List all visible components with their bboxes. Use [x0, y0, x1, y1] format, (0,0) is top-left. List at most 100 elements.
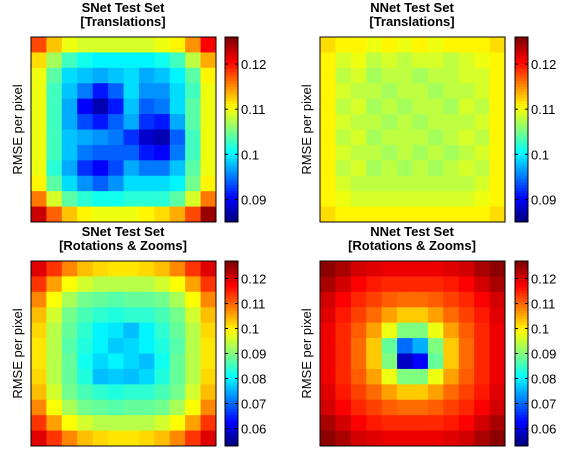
heatmap-cell [138, 114, 155, 130]
colorbar-segment [225, 341, 238, 346]
colorbar-segment [515, 272, 528, 276]
heatmap-cell [489, 261, 506, 277]
colorbar-segment [225, 315, 238, 320]
heatmap-cell [443, 52, 460, 69]
colorbar-segment [225, 146, 238, 151]
heatmap-cell [335, 52, 352, 69]
heatmap-cell [200, 307, 217, 324]
heatmap-cell [61, 415, 78, 431]
heatmap-cell [397, 98, 413, 115]
heatmap-cell [335, 430, 352, 447]
heatmap-cell [123, 98, 140, 115]
colorbar-segment [515, 359, 528, 363]
colorbar-segment [225, 115, 238, 119]
heatmap-cell [92, 129, 109, 146]
colorbar-segment [515, 37, 528, 41]
heatmap-cell [77, 322, 94, 339]
colorbar-segment [225, 422, 238, 427]
heatmap-cell [335, 399, 352, 416]
heatmap-cell [458, 353, 475, 370]
heatmap-cell [366, 98, 383, 115]
heatmap-cell [412, 144, 429, 161]
heatmap-cell [138, 206, 155, 223]
panel-title-line-1: SNet Test Set [82, 0, 166, 15]
heatmap-cell [350, 129, 367, 146]
heatmap-cell [123, 415, 140, 431]
colorbar-segment [225, 193, 238, 197]
heatmap-cell [489, 368, 506, 385]
heatmap-cell [92, 415, 109, 431]
heatmap-cell [123, 322, 140, 339]
heatmap-cell [185, 37, 201, 53]
heatmap-cell [61, 67, 78, 84]
heatmap-cell [108, 98, 124, 115]
colorbar-segment [225, 57, 238, 61]
heatmap-cell [366, 160, 383, 177]
heatmap-cell [31, 353, 47, 370]
colorbar-segment [225, 434, 238, 438]
heatmap-cell [61, 191, 78, 207]
heatmap-cell [381, 175, 398, 192]
colorbar-segment [225, 365, 238, 369]
heatmap-cell [489, 206, 506, 223]
heatmap-cell [200, 415, 217, 431]
heatmap-cell [443, 67, 460, 84]
heatmap-cell [200, 430, 217, 447]
heatmap-cell [31, 368, 47, 385]
colorbar-segment [515, 54, 528, 58]
heatmap-cell [412, 206, 429, 223]
heatmap-cell [61, 52, 78, 69]
colorbar-segment [225, 74, 238, 78]
heatmap-cell [185, 338, 201, 354]
colorbar-segment [225, 261, 238, 265]
heatmap-cell [46, 175, 63, 192]
heatmap-cell [123, 144, 140, 161]
heatmap-cell [108, 114, 124, 130]
heatmap-cell [320, 291, 336, 308]
heatmap-cell [489, 353, 506, 370]
heatmap-cell [108, 430, 124, 447]
colorbar-segment [515, 385, 528, 389]
heatmap-cell [412, 307, 429, 324]
colorbar-segment [515, 266, 528, 271]
colorbar-frame [514, 36, 529, 223]
colorbar-segment [225, 184, 238, 188]
heatmap-cell [77, 353, 94, 370]
heatmap-cell [458, 276, 475, 293]
heatmap-cell [458, 206, 475, 223]
heatmap-cell [320, 144, 336, 161]
heatmap-cell [443, 144, 460, 161]
colorbar-segment [515, 120, 528, 125]
heatmap-cell [31, 338, 47, 354]
heatmap-cell [92, 114, 109, 130]
colorbar-segment [225, 443, 238, 447]
heatmap-cell [200, 144, 217, 161]
heatmap-cell [138, 83, 155, 100]
heatmap-cell [108, 384, 124, 401]
heatmap-cell [185, 291, 201, 308]
heatmap-cell [123, 338, 140, 354]
heatmap-cell [138, 338, 155, 354]
heatmap-cell [489, 83, 506, 100]
heatmap-cell [335, 83, 352, 100]
heatmap-cell [489, 307, 506, 324]
heatmap-cell [489, 160, 506, 177]
heatmap-cell [412, 83, 429, 100]
heatmap-cell [335, 415, 352, 431]
heatmap-cell [154, 67, 171, 84]
heatmap-cell [77, 67, 94, 84]
colorbar-segment [225, 80, 238, 84]
heatmap-cell [108, 368, 124, 385]
heatmap-cell [381, 52, 398, 69]
colorbar-segment [515, 367, 528, 372]
colorbar-segment [225, 350, 238, 354]
heatmap-cell [474, 52, 490, 69]
heatmap-cell [123, 175, 140, 192]
heatmap-cell [108, 67, 124, 84]
heatmap-cell [474, 83, 490, 100]
heatmap-cell [489, 175, 506, 192]
heatmap-cell [412, 399, 429, 416]
colorbar-segment [515, 83, 528, 87]
colorbar-segment [225, 63, 238, 67]
heatmap-cell [138, 415, 155, 431]
